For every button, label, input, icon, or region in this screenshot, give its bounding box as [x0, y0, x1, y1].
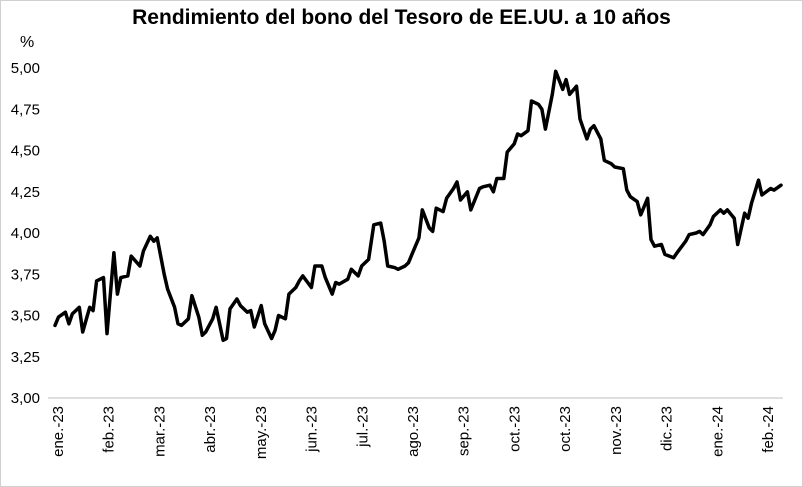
y-tick-label: 3,00 [11, 390, 40, 407]
y-tick-label: 3,75 [11, 266, 40, 283]
x-tick-label: jun.-23 [304, 406, 321, 453]
y-tick-label: 3,25 [11, 349, 40, 366]
x-axis: ene.-23 feb.-23 mar.-23 abr.-23 may.-23 jun.-… [48, 397, 783, 459]
x-tick-label: abr.-23 [202, 406, 219, 453]
y-tick-label: 4,25 [11, 184, 40, 201]
x-tick-label: oct.-23 [506, 406, 523, 452]
x-tick-label: sep.-23 [456, 406, 473, 456]
x-tick-label: jul.-23 [354, 406, 371, 448]
y-tick-label: 4,50 [11, 143, 40, 160]
y-tick-label: 4,75 [11, 101, 40, 118]
series-line [53, 69, 783, 343]
x-tick-label: mar.-23 [151, 406, 168, 457]
x-tick-label: ene.-24 [709, 406, 726, 457]
x-tick-label: dic.-23 [659, 406, 676, 451]
y-axis: 3,00 3,25 3,50 3,75 4,00 4,25 4,50 4,75 5,00 [11, 60, 40, 407]
x-tick-label: ago.-23 [405, 406, 422, 457]
y-tick-label: 5,00 [11, 60, 40, 77]
y-tick-label: 3,50 [11, 308, 40, 325]
x-tick-label: feb.-23 [101, 406, 118, 453]
x-tick-label: oct.-23 [557, 406, 574, 452]
series-group [53, 69, 783, 343]
chart-title: Rendimiento del bono del Tesoro de EE.UU… [132, 6, 671, 29]
x-tick-label: ene.-23 [50, 406, 67, 457]
y-tick-label: 4,00 [11, 225, 40, 242]
x-tick-label: may.-23 [253, 406, 270, 459]
y-axis-unit-label: % [20, 34, 35, 51]
x-tick-label: nov.-23 [608, 406, 625, 455]
x-tick-label: feb.-24 [760, 406, 777, 453]
